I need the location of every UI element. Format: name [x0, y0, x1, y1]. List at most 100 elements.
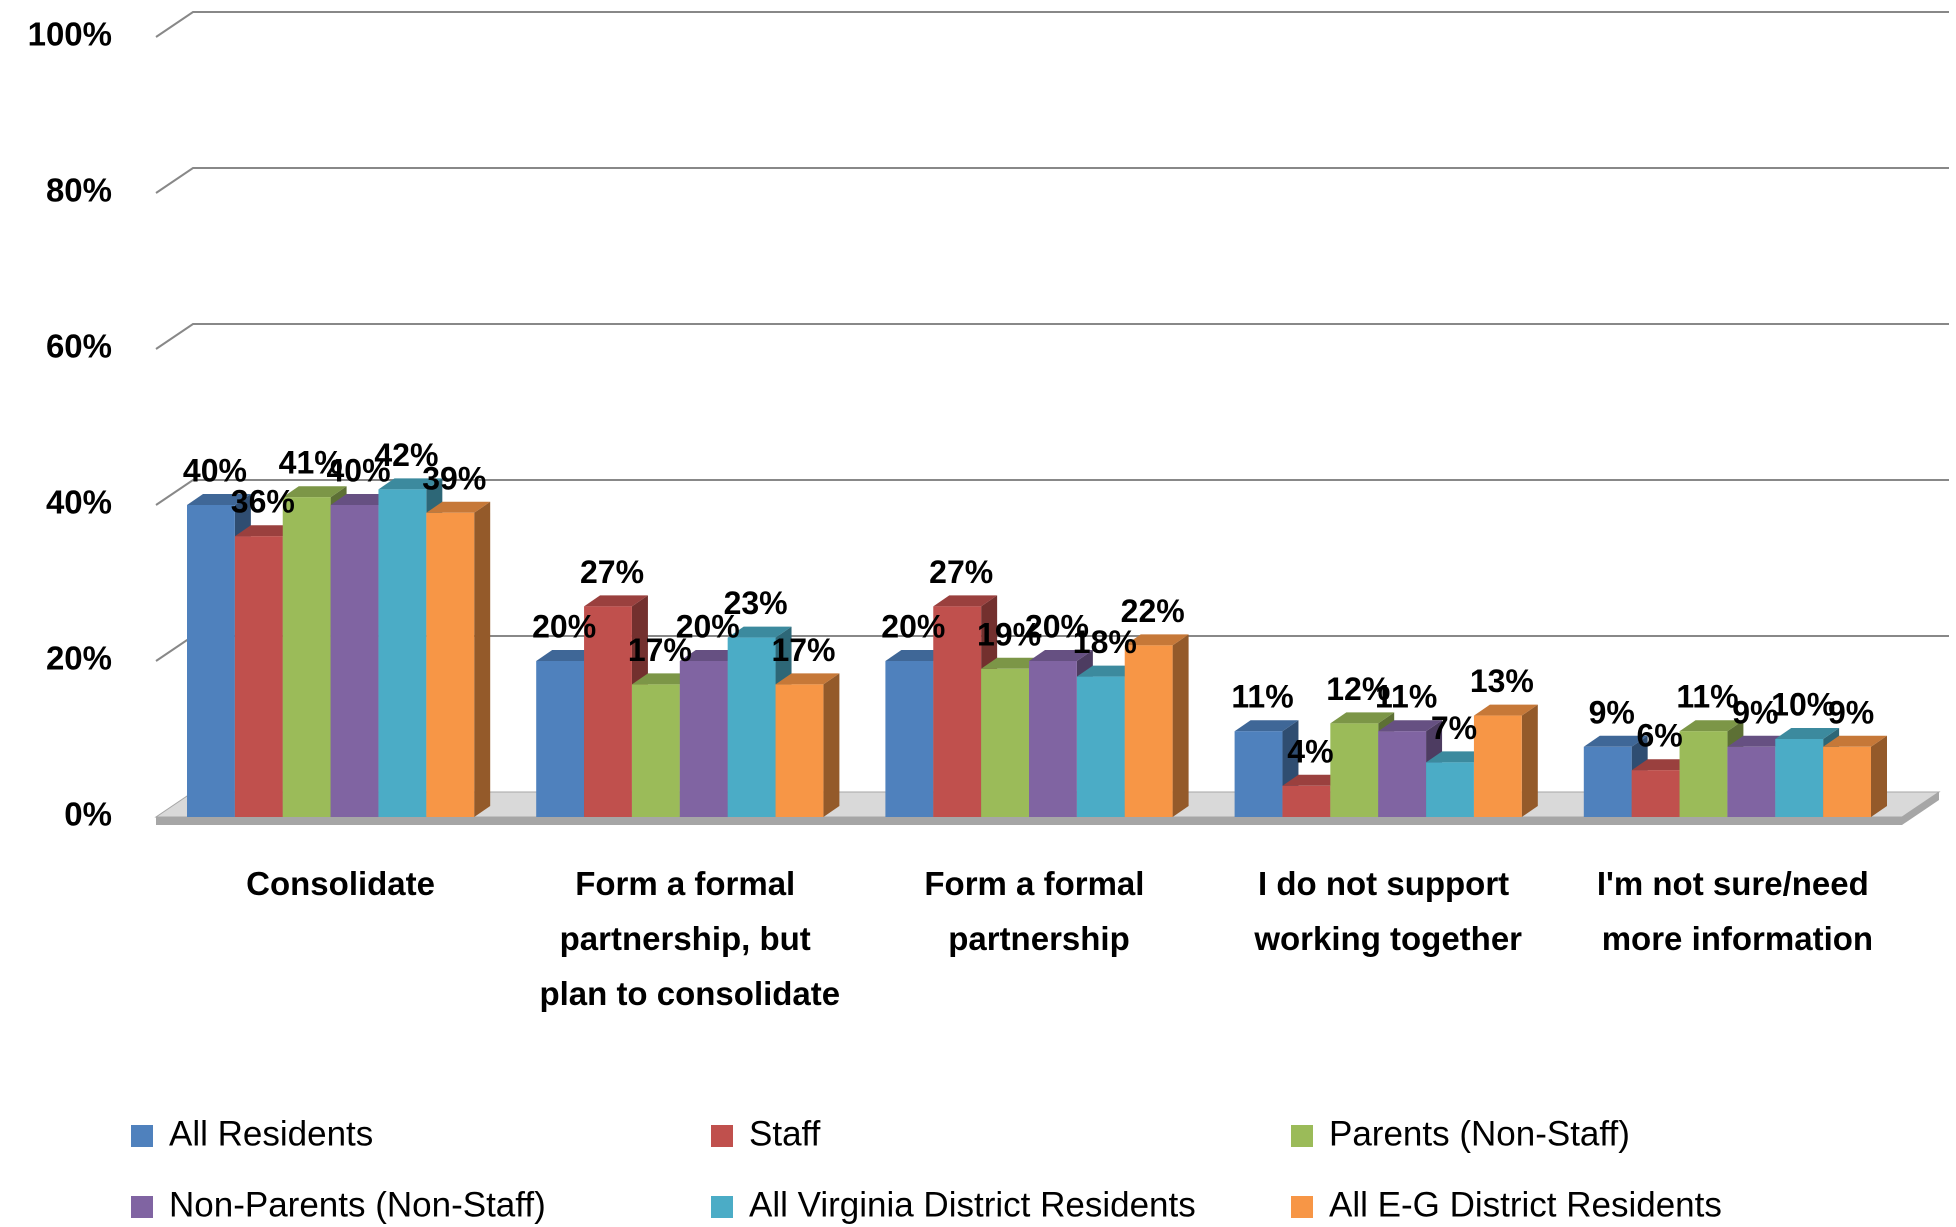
bar	[282, 497, 331, 817]
bar	[1727, 746, 1776, 817]
bar	[584, 606, 632, 817]
bar-top	[1029, 650, 1093, 661]
legend-swatch	[711, 1196, 733, 1218]
data-label: 4%	[1287, 733, 1333, 769]
data-label: 9%	[1589, 694, 1635, 730]
y-tick-label: 40%	[46, 484, 112, 521]
legend-swatch	[1291, 1196, 1313, 1218]
bar	[187, 505, 235, 817]
bar-top	[584, 595, 648, 607]
bar	[1378, 731, 1427, 817]
bar	[1282, 785, 1331, 817]
data-label: 36%	[231, 484, 295, 520]
y-tick-label: 80%	[46, 172, 112, 209]
bar-top	[1583, 735, 1648, 747]
data-label: 20%	[676, 608, 740, 644]
bar	[536, 661, 585, 817]
bar-side	[1521, 704, 1538, 817]
bar	[981, 668, 1029, 817]
data-label: 12%	[1326, 671, 1390, 707]
bar	[1124, 645, 1173, 817]
data-label: 17%	[628, 632, 692, 668]
bar	[378, 489, 427, 817]
bar	[1029, 661, 1077, 817]
bar	[885, 661, 934, 817]
x-tick-label: Form a formal partnership, but plan to c…	[539, 865, 840, 1012]
bar	[679, 661, 728, 817]
grid-line	[155, 167, 1949, 194]
bar-top	[282, 486, 347, 498]
bar	[234, 536, 283, 817]
bar	[1583, 746, 1632, 817]
bar-side	[474, 501, 491, 817]
bar	[1234, 731, 1283, 817]
bar	[727, 637, 776, 817]
bar-side	[1172, 634, 1189, 817]
bar-top	[775, 673, 840, 685]
y-tick-label: 20%	[46, 640, 112, 677]
data-label: 11%	[1375, 679, 1437, 715]
bar-top	[187, 494, 251, 505]
bar	[1823, 746, 1871, 817]
bar-top	[1378, 720, 1443, 732]
bar	[1679, 731, 1728, 817]
bar-top	[426, 501, 491, 513]
floor-side	[156, 792, 1939, 825]
bar-top	[1679, 720, 1744, 732]
data-label: 7%	[1431, 710, 1477, 746]
x-tick-label: Form a formal partnership	[924, 865, 1153, 957]
y-tick-label: 0%	[64, 796, 112, 833]
bar-top	[1775, 728, 1840, 739]
data-label: 17%	[771, 632, 835, 668]
bar	[330, 505, 379, 817]
data-label: 41%	[279, 445, 343, 481]
grid-line	[155, 323, 1949, 350]
data-label: 11%	[1676, 679, 1738, 715]
data-label: 42%	[374, 437, 438, 473]
x-tick-label: I'm not sure/need more information	[1597, 865, 1878, 957]
data-label: 40%	[183, 452, 247, 488]
bar-top	[1124, 634, 1189, 646]
bar	[1775, 739, 1824, 817]
bar	[1076, 676, 1125, 817]
bar-side	[1871, 735, 1887, 817]
legend-swatch	[1291, 1125, 1313, 1147]
data-label: 27%	[580, 554, 644, 590]
bar-top	[1330, 712, 1395, 724]
bar-top	[378, 478, 443, 490]
grid-line	[155, 11, 1949, 38]
legend-label: All Virginia District Residents	[749, 1185, 1196, 1224]
data-label: 39%	[422, 460, 486, 496]
legend-label: Staff	[749, 1114, 821, 1153]
legend-swatch	[711, 1125, 733, 1147]
data-label: 20%	[1025, 608, 1089, 644]
y-tick-label: 60%	[46, 328, 112, 365]
bar	[1330, 723, 1379, 817]
x-tick-label: Consolidate	[246, 865, 435, 902]
bar-top	[1234, 720, 1299, 732]
bar-side	[823, 673, 840, 817]
bar	[1473, 715, 1522, 817]
legend-label: All E-G District Residents	[1329, 1185, 1722, 1224]
data-label: 18%	[1073, 624, 1137, 660]
data-label: 6%	[1636, 718, 1682, 754]
data-label: 11%	[1231, 679, 1293, 715]
bar-top	[1473, 704, 1538, 716]
bar	[1631, 770, 1680, 817]
data-label: 40%	[327, 452, 391, 488]
bar	[1426, 762, 1474, 817]
legend-swatch	[131, 1125, 153, 1147]
data-label: 10%	[1771, 686, 1835, 722]
data-label: 20%	[881, 608, 945, 644]
bar	[631, 684, 680, 817]
legend-label: All Residents	[169, 1114, 373, 1153]
bar	[933, 606, 982, 817]
legend-label: Parents (Non-Staff)	[1329, 1114, 1630, 1153]
bar-top	[1823, 735, 1887, 747]
bar-top	[933, 595, 998, 607]
legend-label: Non-Parents (Non-Staff)	[169, 1185, 546, 1224]
y-tick-label: 100%	[28, 16, 112, 53]
data-label: 27%	[929, 554, 993, 590]
bar-top	[727, 626, 792, 638]
